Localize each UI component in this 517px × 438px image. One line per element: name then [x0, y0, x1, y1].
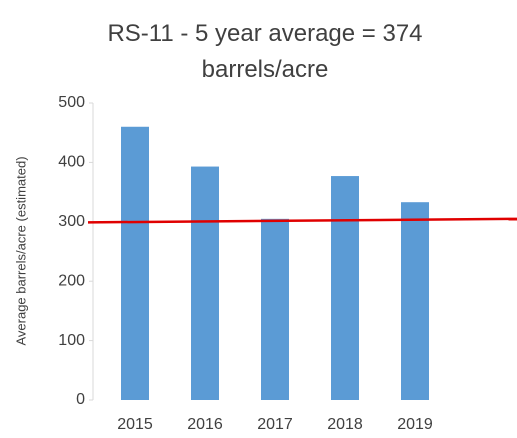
x-tick-label: 2018 [327, 416, 363, 433]
y-tick-label: 500 [58, 94, 85, 111]
x-tick-label: 2019 [397, 416, 433, 433]
x-tick-label: 2015 [117, 416, 153, 433]
x-tick-label: 2017 [257, 416, 293, 433]
y-tick-label: 0 [76, 391, 85, 408]
y-tick-label: 300 [58, 213, 85, 230]
y-tick-label: 200 [58, 272, 85, 289]
y-axis-label: Average barrels/acre (estimated) [13, 156, 28, 345]
bar [401, 202, 429, 400]
bar [331, 176, 359, 400]
y-tick-label: 400 [58, 154, 85, 171]
bar [191, 166, 219, 400]
bar [261, 218, 289, 400]
bar [121, 126, 149, 400]
y-tick-label: 100 [58, 332, 85, 349]
chart-title: RS-11 - 5 year average = 374 barrels/acr… [107, 20, 423, 83]
x-tick-label: 2016 [187, 416, 223, 433]
reference-line [87, 217, 517, 224]
